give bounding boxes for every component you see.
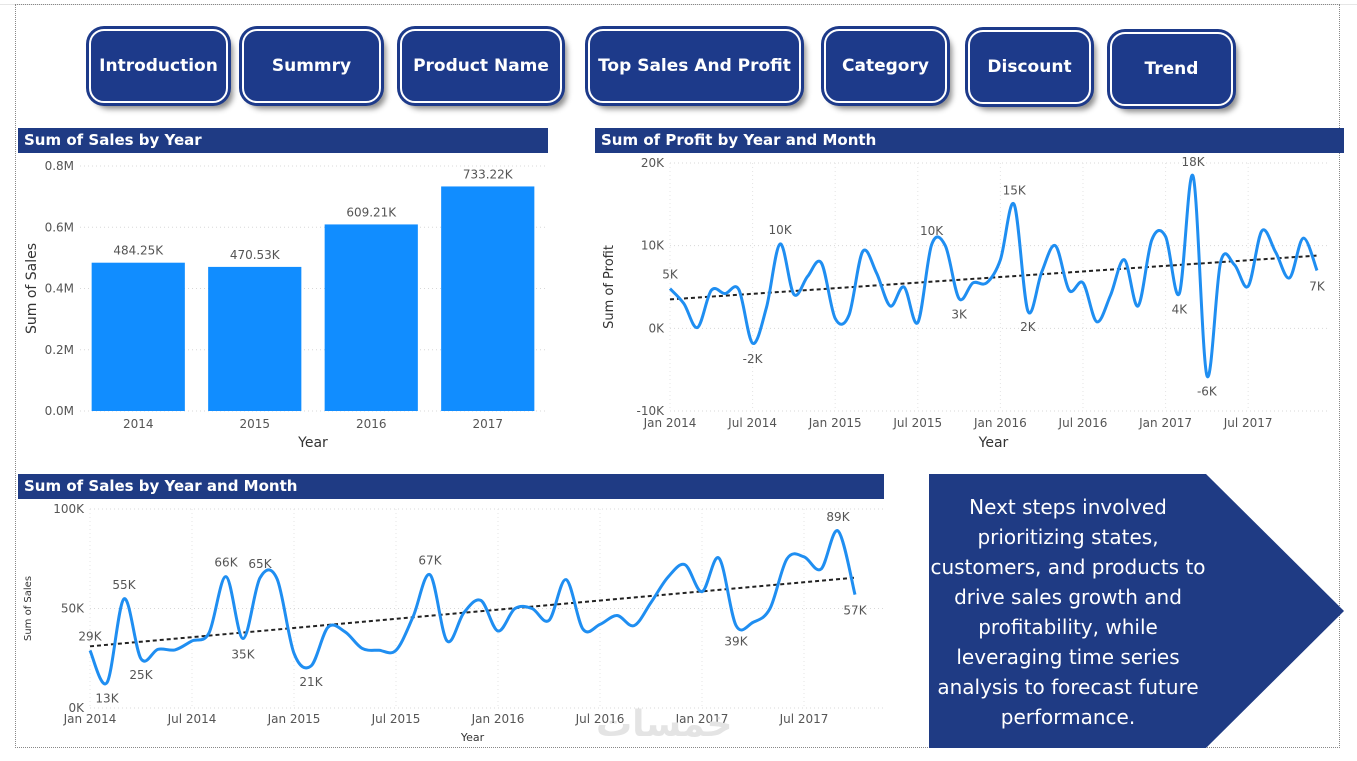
next-steps-arrow-shape	[929, 474, 1344, 748]
x-tick-label: 2015	[239, 417, 270, 431]
data-label: 7K	[1309, 279, 1326, 293]
x-tick-label: Jan 2017	[675, 712, 729, 726]
sales-by-year-chart[interactable]: 0.0M 0.2M 0.4M 0.6M 0.8M 484.25K 2014 470.53K 20…	[18, 153, 548, 455]
y-tick-label: -10K	[637, 404, 666, 418]
sales-by-year-title: Sum of Sales by Year	[18, 128, 548, 153]
y-axis-title: Sum of Sales	[24, 243, 40, 334]
x-tick-label: Jul 2014	[167, 712, 217, 726]
y-axis-title: Sum of Profit	[602, 245, 617, 329]
data-label: 2K	[1020, 320, 1037, 334]
x-tick-label: 2017	[472, 417, 503, 431]
watermark-logo: خمسات	[596, 704, 733, 745]
data-label: 29K	[78, 629, 102, 643]
data-label: 18K	[1182, 155, 1206, 169]
x-tick-label: Jan 2016	[471, 712, 525, 726]
y-tick-label: 20K	[641, 156, 665, 170]
x-tick-label: Jul 2015	[371, 712, 421, 726]
bar-2016	[324, 224, 418, 411]
data-label: -6K	[1197, 384, 1218, 398]
next-steps-text: Next steps involved prioritizing states,…	[930, 495, 1206, 729]
x-tick-label: Jul 2017	[1223, 416, 1273, 430]
y-tick-label: 0.0M	[45, 404, 74, 418]
bar-2015	[208, 266, 302, 411]
nav-introduction-button[interactable]: Introduction	[89, 29, 228, 103]
data-label: 67K	[418, 554, 442, 568]
data-label: 35K	[231, 648, 255, 662]
data-label: 10K	[769, 223, 793, 237]
data-label: 484.25K	[113, 244, 164, 258]
data-label: 733.22K	[463, 167, 514, 181]
nav-product-name-button[interactable]: Product Name	[400, 29, 562, 103]
y-tick-label: 100K	[53, 502, 85, 516]
trend-line	[669, 254, 1318, 301]
y-tick-label: 0.2M	[45, 343, 74, 357]
x-tick-label: Jan 2014	[643, 416, 697, 430]
x-tick-label: Jul 2014	[727, 416, 777, 430]
sales-by-month-chart[interactable]: 0K 50K 100K Jan 2014 Jul 2014 Jan 2015 Jul 201…	[18, 499, 884, 747]
x-tick-label: Jan 2015	[267, 712, 321, 726]
nav-trend-button[interactable]: Trend	[1110, 32, 1233, 106]
profit-by-month-chart[interactable]: -10K 0K 10K 20K Jan 2014 Jul 2014 Jan 2015 Jul …	[595, 153, 1344, 455]
data-label: -2K	[743, 352, 764, 366]
nav-summary-button[interactable]: Summry	[242, 29, 381, 103]
x-tick-label: Jan 2015	[808, 416, 862, 430]
data-label: 89K	[826, 510, 850, 524]
data-label: 57K	[843, 604, 867, 618]
x-axis-title: Year	[460, 731, 485, 744]
series-line	[668, 173, 1319, 379]
x-tick-label: Jan 2017	[1138, 416, 1192, 430]
x-tick-label: Jan 2014	[63, 712, 117, 726]
data-label: 10K	[920, 224, 944, 238]
data-label: 65K	[248, 557, 272, 571]
data-label: 39K	[724, 634, 748, 648]
sales-by-month-title: Sum of Sales by Year and Month	[18, 474, 884, 499]
series-line	[88, 529, 857, 686]
bar-2014	[91, 262, 185, 411]
y-tick-label: 10K	[641, 239, 665, 253]
data-label: 55K	[112, 578, 136, 592]
y-tick-label: 0K	[648, 321, 665, 335]
nav-top-sales-profit-button[interactable]: Top Sales And Profit	[588, 29, 801, 103]
data-label: 609.21K	[346, 205, 397, 219]
x-tick-label: Jul 2017	[779, 712, 829, 726]
report-canvas	[15, 4, 1340, 748]
data-label: 21K	[299, 675, 323, 689]
data-label: 25K	[129, 668, 153, 682]
data-label: 66K	[214, 556, 238, 570]
data-label: 470.53K	[230, 248, 281, 262]
data-label: 5K	[662, 268, 679, 282]
y-axis-title: Sum of Sales	[23, 576, 34, 641]
data-label: 4K	[1172, 303, 1189, 317]
data-label: 15K	[1003, 183, 1027, 197]
y-tick-label: 0.6M	[45, 220, 74, 234]
data-label: 13K	[95, 692, 119, 706]
bar-2017	[441, 186, 535, 411]
nav-discount-button[interactable]: Discount	[968, 30, 1091, 104]
y-tick-label: 50K	[61, 602, 85, 616]
nav-category-button[interactable]: Category	[824, 29, 947, 103]
x-tick-label: Jul 2016	[575, 712, 625, 726]
x-axis-title: Year	[297, 435, 328, 451]
x-tick-label: Jan 2016	[973, 416, 1027, 430]
y-tick-label: 0.4M	[45, 282, 74, 296]
profit-by-month-title: Sum of Profit by Year and Month	[595, 128, 1344, 153]
y-tick-label: 0.8M	[45, 159, 74, 173]
x-tick-label: Jul 2016	[1058, 416, 1108, 430]
x-tick-label: Jul 2015	[892, 416, 942, 430]
y-tick-label: 0K	[68, 701, 85, 715]
x-tick-label: 2016	[356, 417, 387, 431]
x-axis-title: Year	[978, 435, 1009, 451]
x-tick-label: 2014	[123, 417, 154, 431]
data-label: 3K	[951, 308, 968, 322]
